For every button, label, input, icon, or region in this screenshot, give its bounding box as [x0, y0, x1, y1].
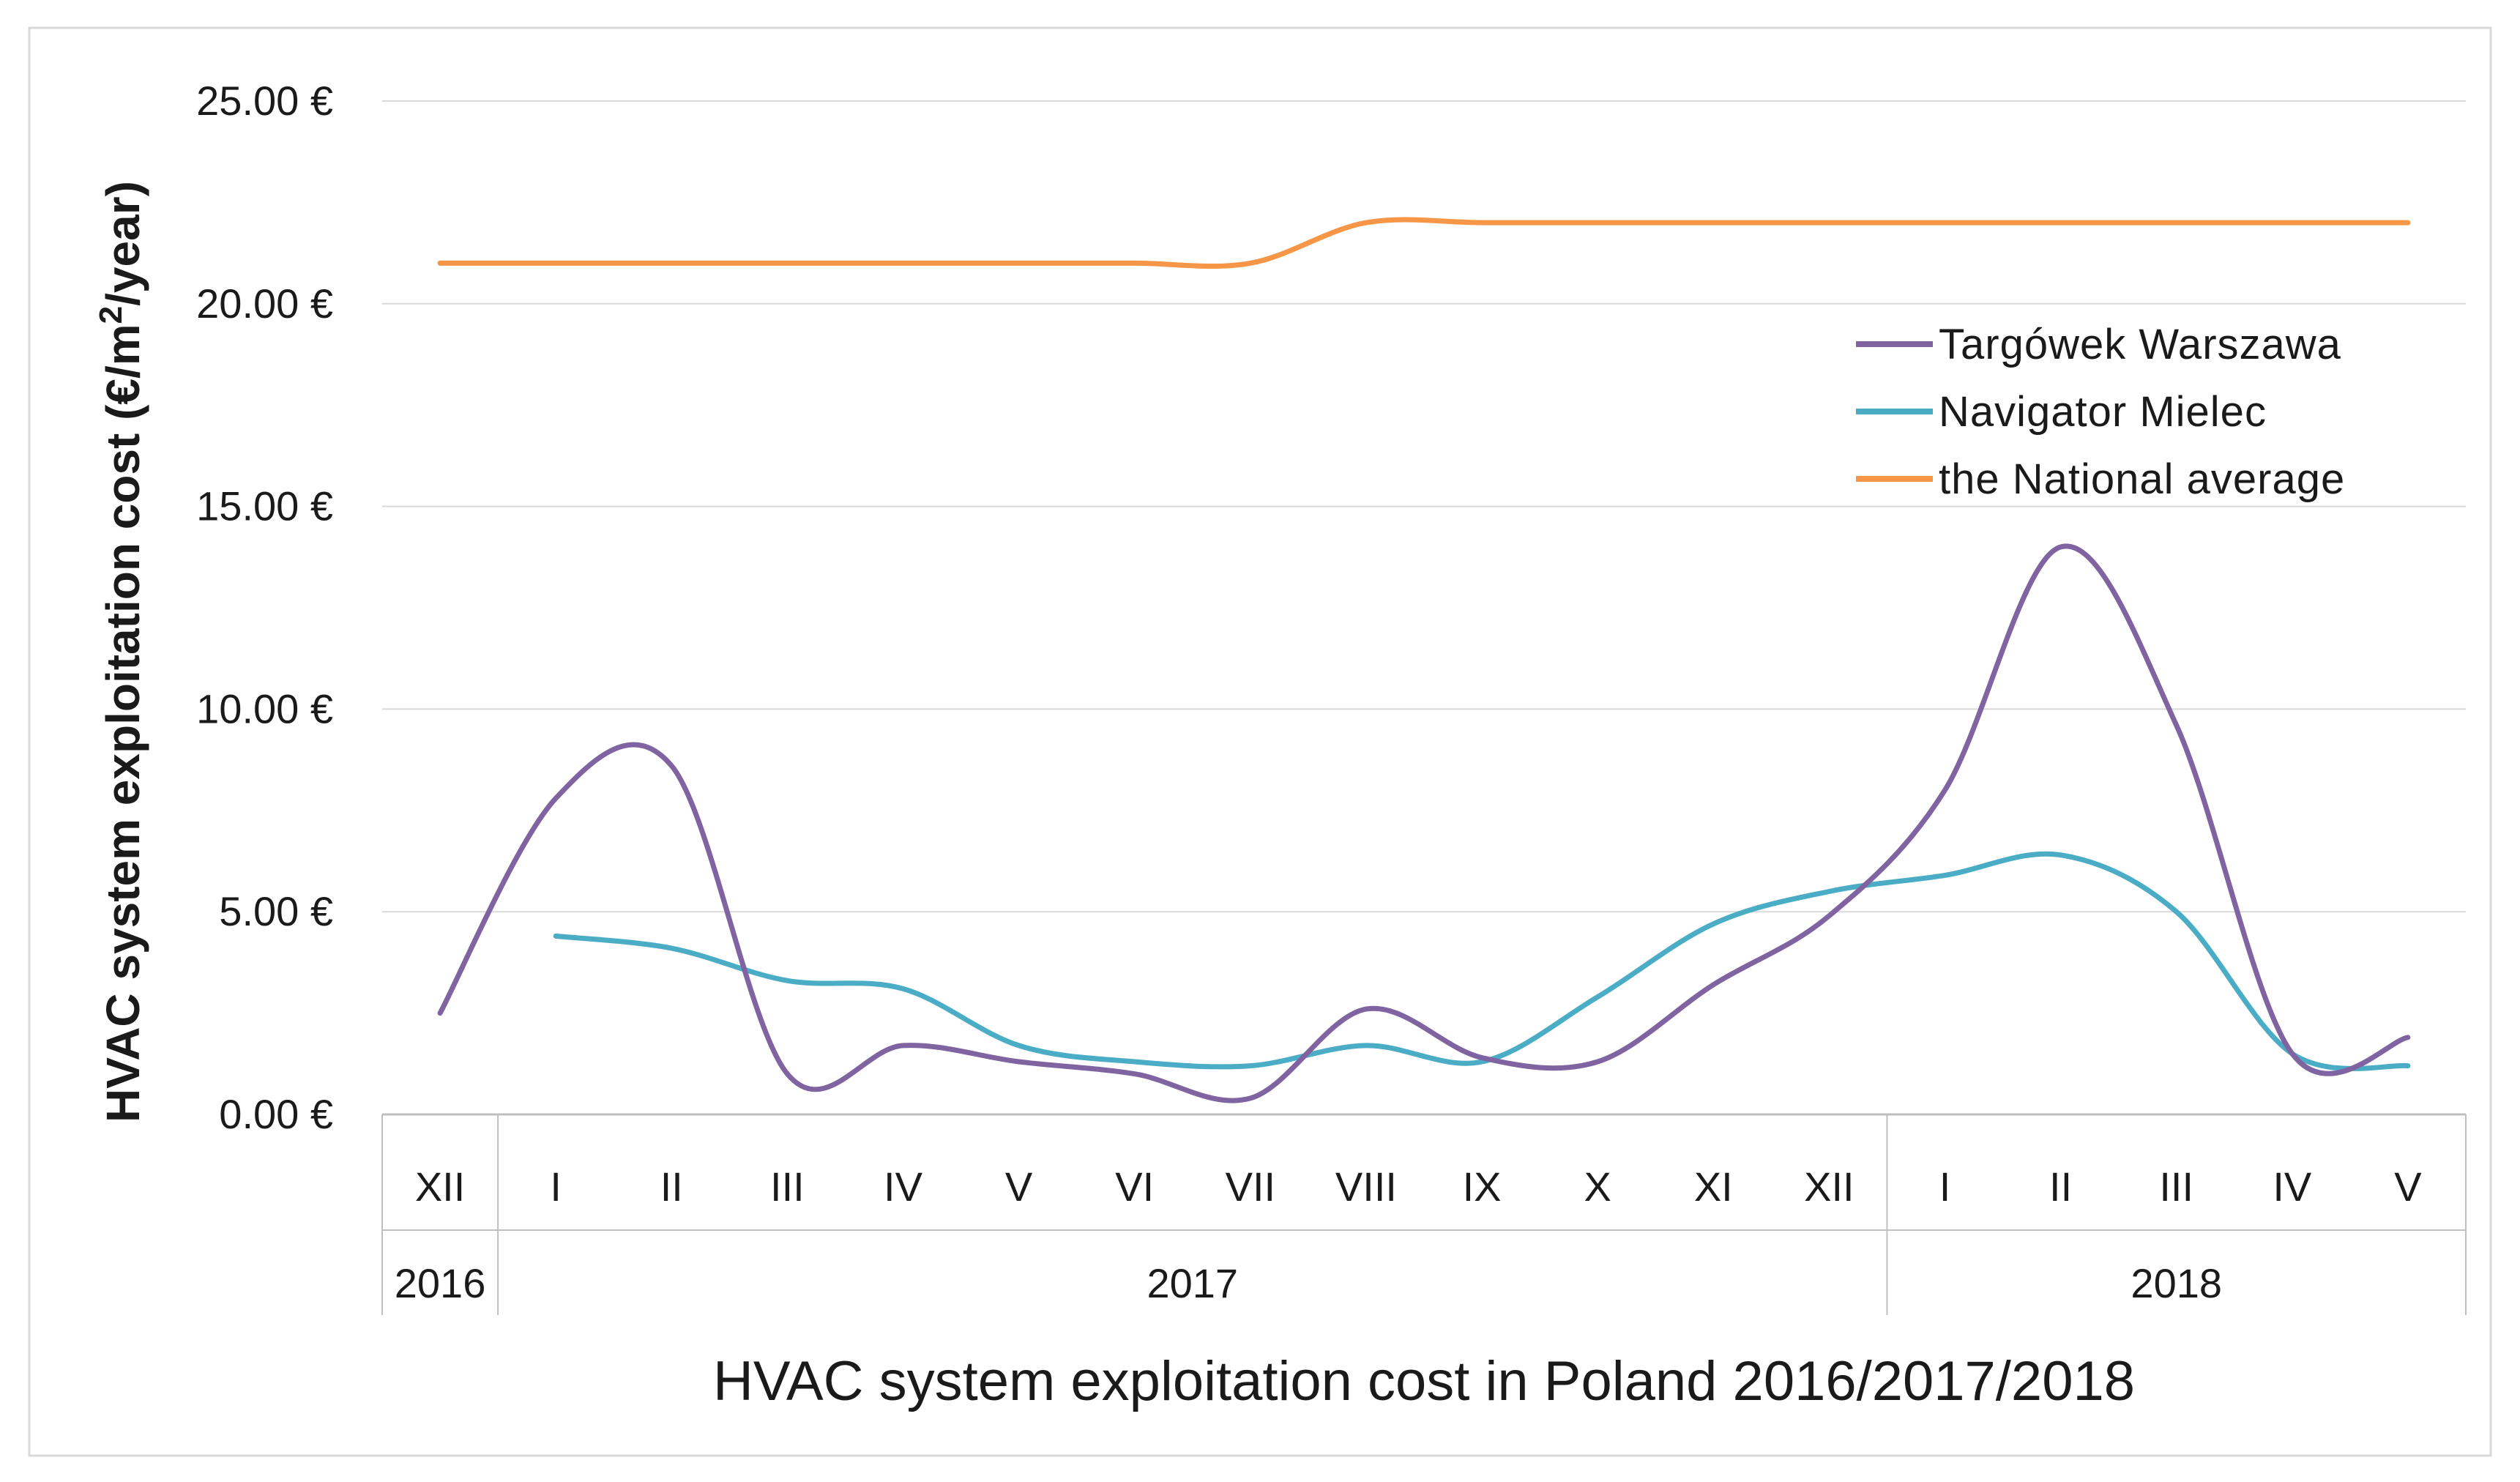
- x-tick-label: XI: [1694, 1163, 1733, 1210]
- x-tick-label: XII: [1804, 1163, 1854, 1210]
- x-tick-label: X: [1584, 1163, 1611, 1210]
- y-axis-title-main: HVAC system exploitation cost (€/m: [97, 324, 149, 1122]
- x-tick-label: V: [2394, 1163, 2422, 1210]
- x-tick-label: III: [2159, 1163, 2193, 1210]
- series-line: [553, 851, 2411, 1071]
- y-tick-label: 25.00 €: [196, 78, 333, 124]
- y-axis-title-end: /year): [97, 181, 149, 306]
- y-tick-label: 15.00 €: [196, 483, 333, 529]
- y-axis-title-superscript: 2: [93, 306, 129, 324]
- series-line: [437, 543, 2411, 1103]
- x-tick-label: IV: [2273, 1163, 2312, 1210]
- x-tick-label: II: [660, 1163, 683, 1210]
- x-tick-label: XII: [415, 1163, 465, 1210]
- x-tick-label: V: [1005, 1163, 1033, 1210]
- x-tick-label: I: [1939, 1163, 1951, 1210]
- series-line: [437, 217, 2411, 269]
- x-tick-label: II: [2049, 1163, 2072, 1210]
- x-axis-title: HVAC system exploitation cost in Poland …: [713, 1350, 2135, 1412]
- x-tick-label: IV: [884, 1163, 923, 1210]
- legend: Targówek Warszawa Navigator Mielec the Nat…: [1856, 321, 2345, 503]
- year-group-label: 2016: [395, 1260, 486, 1306]
- y-tick-label: 5.00 €: [219, 888, 333, 934]
- legend-label: the National average: [1939, 455, 2345, 503]
- y-tick-label: 0.00 €: [219, 1091, 333, 1137]
- x-tick-label: VIII: [1335, 1163, 1397, 1210]
- chart-border: [28, 26, 2492, 1457]
- y-axis-ticks: 0.00 € 5.00 € 10.00 € 15.00 € 20.00 € 25.00 €: [196, 78, 333, 1137]
- legend-label: Targówek Warszawa: [1939, 321, 2341, 368]
- x-tick-label: III: [770, 1163, 805, 1210]
- y-tick-label: 20.00 €: [196, 280, 333, 327]
- y-tick-label: 10.00 €: [196, 685, 333, 731]
- x-tick-label: IX: [1463, 1163, 1502, 1210]
- series-lines: [437, 217, 2411, 1103]
- y-axis-title: HVAC system exploitation cost (€/m2/year…: [93, 181, 150, 1122]
- x-axis: XII I II III IV V VI VII VIII IX X XI XII I II III IV V20…: [381, 1114, 2467, 1315]
- x-tick-label: VI: [1115, 1163, 1154, 1210]
- year-group-label: 2017: [1147, 1260, 1238, 1306]
- x-tick-label: VII: [1226, 1163, 1275, 1210]
- x-tick-label: I: [550, 1163, 562, 1210]
- legend-label: Navigator Mielec: [1939, 388, 2267, 436]
- year-group-label: 2018: [2131, 1260, 2222, 1306]
